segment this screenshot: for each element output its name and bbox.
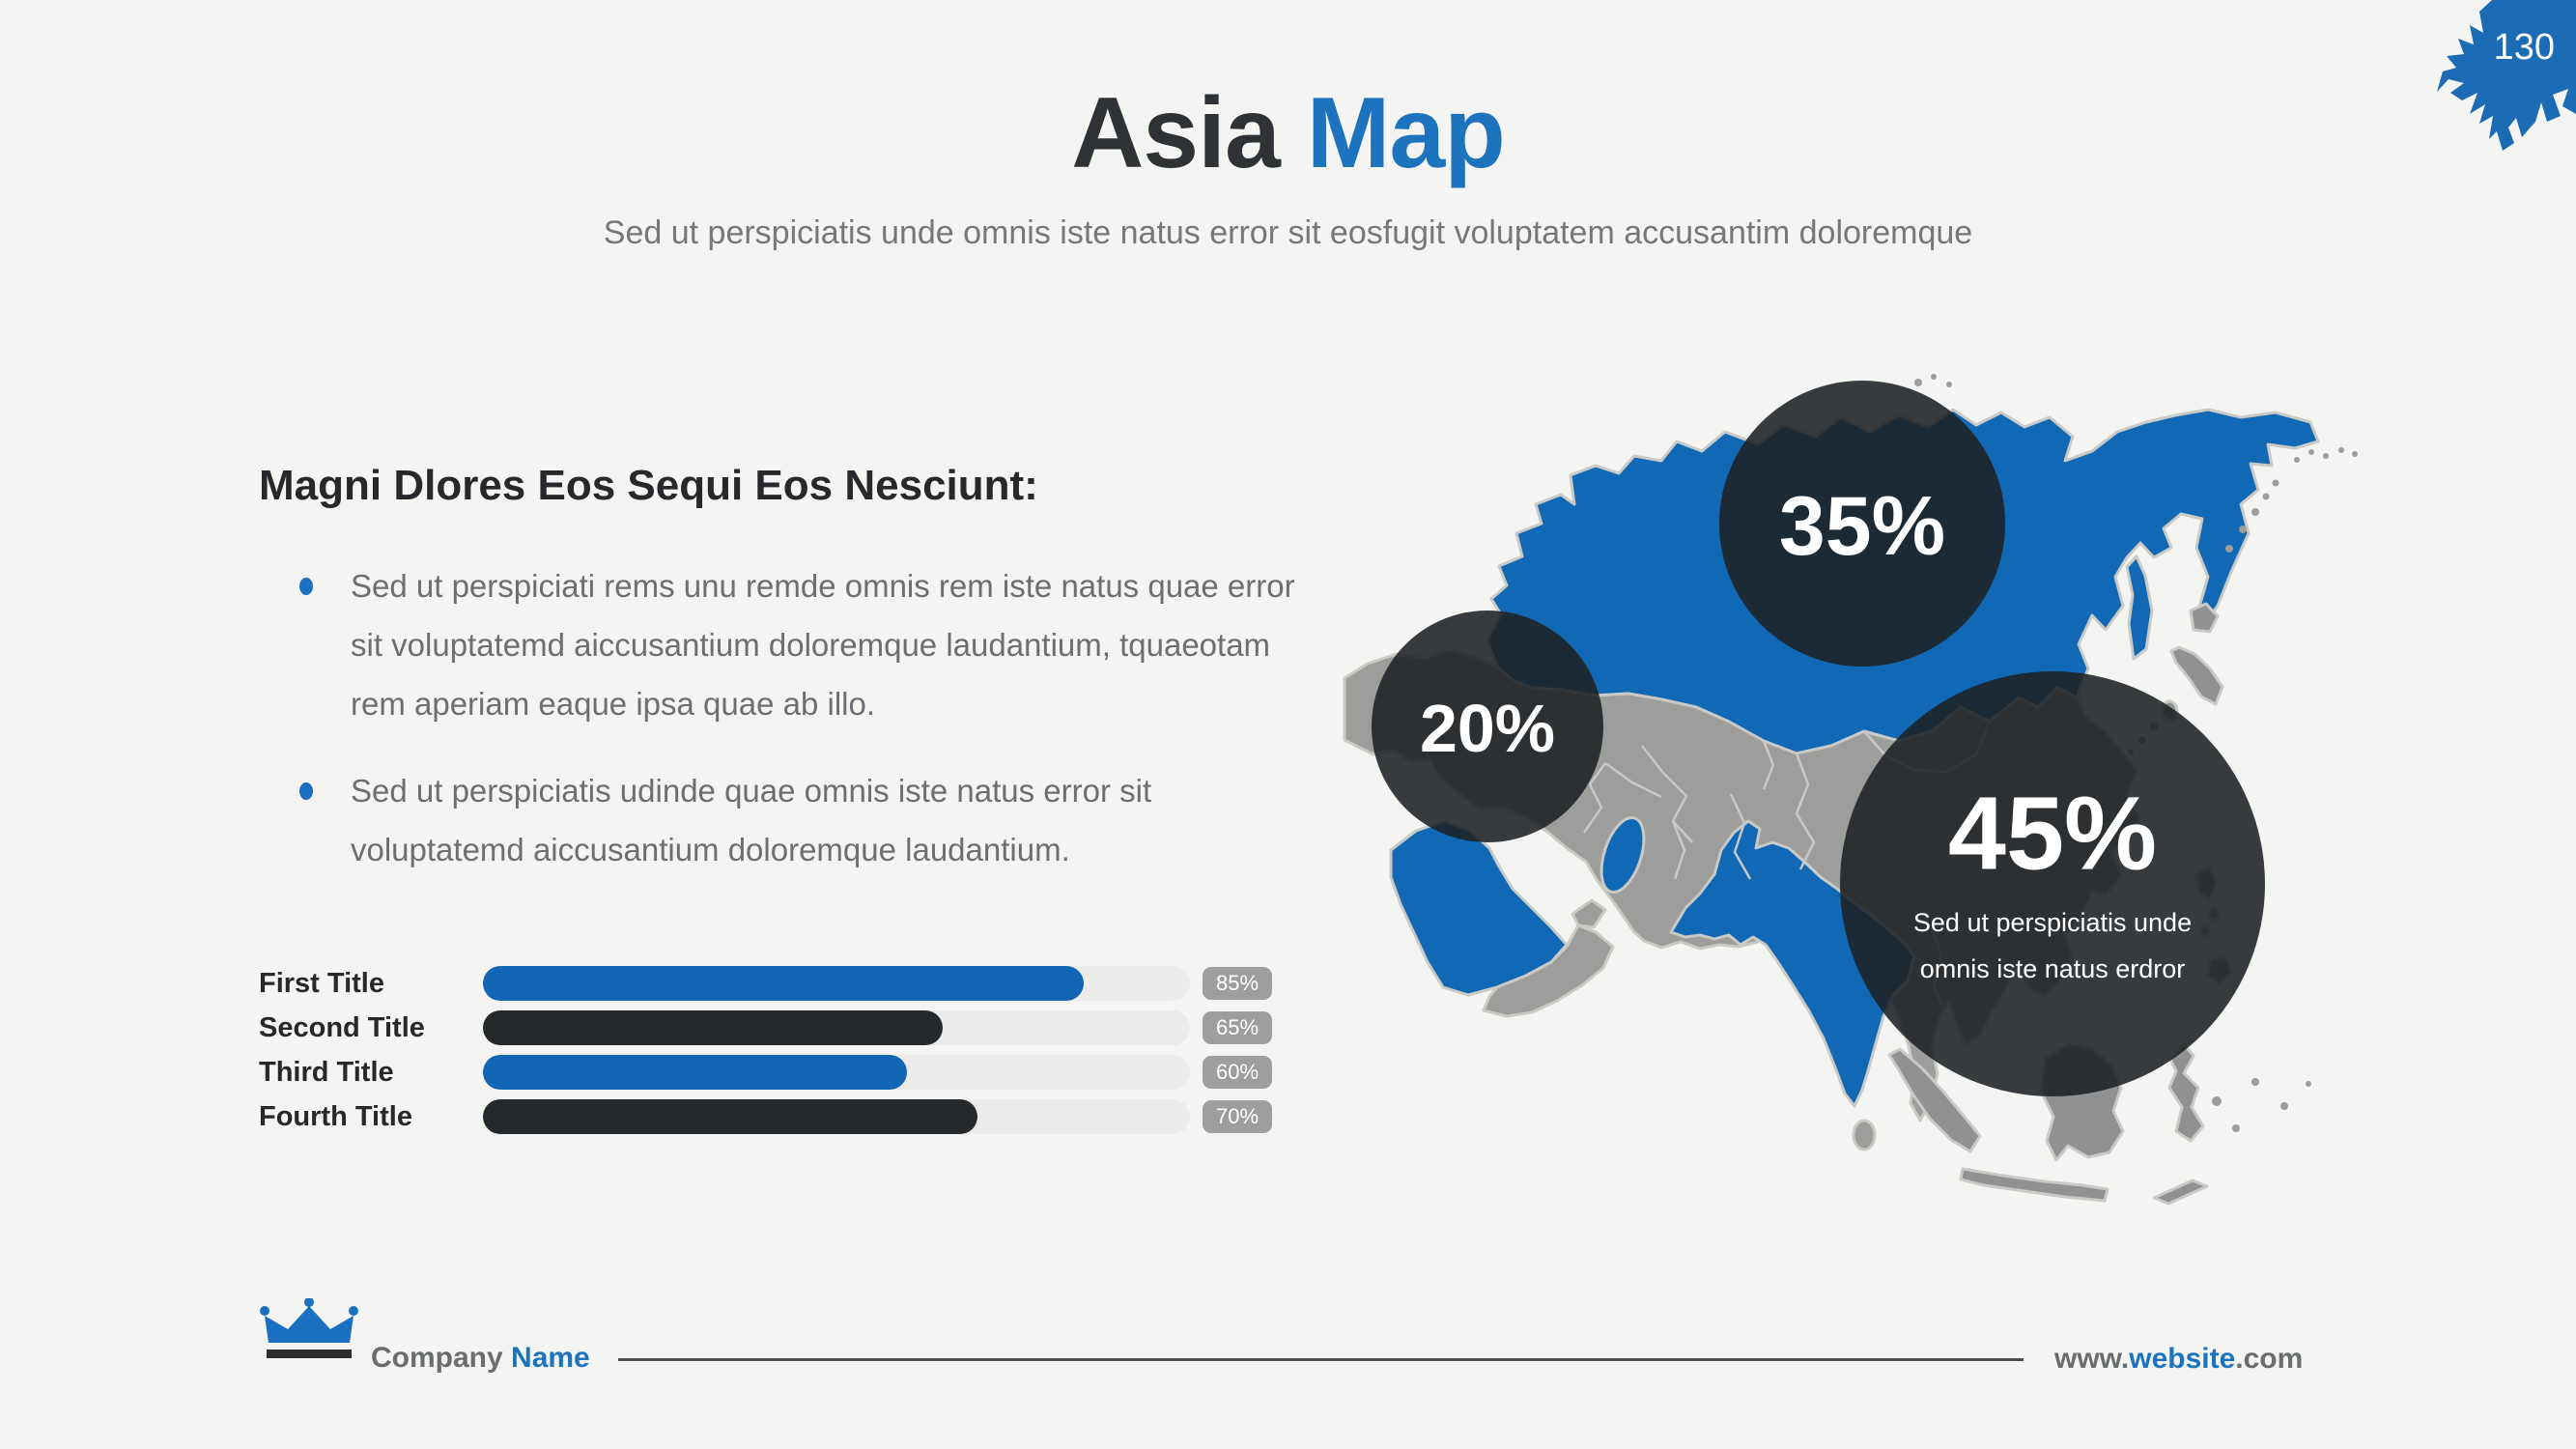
bar-label: Fourth Title [259, 1100, 412, 1132]
url-prefix: www. [2054, 1343, 2130, 1375]
stat-value-20: 20% [1420, 691, 1555, 766]
company-logo [253, 1297, 365, 1368]
footer-divider [618, 1358, 2024, 1361]
bar-track [483, 1055, 1190, 1090]
bar-label: Second Title [259, 1011, 425, 1043]
bar-label: Third Title [259, 1056, 394, 1088]
bar-track [483, 1010, 1190, 1045]
list-item: Sed ut perspiciati rems unu remde omnis … [259, 556, 1297, 733]
company-name-gray: Company [371, 1342, 503, 1374]
bar-track [483, 1099, 1190, 1134]
region-sulawesi [2167, 1042, 2205, 1143]
bar-fill [483, 1010, 943, 1045]
asia-map: 35% 20% 45% Sed ut perspiciatis unde omn… [1343, 367, 2376, 1275]
corner-brush-icon [2421, 0, 2576, 155]
url-accent: website [2129, 1343, 2236, 1375]
region-japan-hokkaido [2189, 602, 2220, 634]
stat-value-35: 35% [1779, 480, 1945, 573]
caspian-sea [1599, 816, 1646, 894]
bullet-list: Sed ut perspiciati rems unu remde omnis … [259, 556, 1297, 907]
region-sri-lanka [1852, 1119, 1877, 1151]
page-title-dark: Asia [1071, 77, 1281, 189]
stat-bubble-45 [1840, 671, 2265, 1096]
region-oman-yemen [1482, 923, 1615, 1018]
url-suffix: .com [2235, 1343, 2304, 1375]
region-java [1959, 1167, 2109, 1203]
region-timor [2152, 1179, 2209, 1206]
section-heading: Magni Dlores Eos Sequi Eos Nesciunt: [259, 462, 1038, 509]
page-subtitle: Sed ut perspiciatis unde omnis iste natu… [603, 214, 1973, 251]
stat-bubble-35 [1719, 381, 2005, 667]
bullet-text: Sed ut perspiciati rems unu remde omnis … [351, 568, 1295, 722]
brush-stroke-icon [2437, 0, 2576, 151]
bar-value-badge: 65% [1203, 1011, 1272, 1044]
stat-caption-line1: Sed ut perspiciatis unde [1913, 908, 2192, 937]
company-name: Company Name [371, 1342, 590, 1375]
list-item: Sed ut perspiciatis udinde quae omnis is… [259, 761, 1297, 879]
bar-row: Fourth Title 70% [259, 1099, 1272, 1134]
website-url: www.website.com [2054, 1343, 2303, 1376]
bar-value-badge: 70% [1203, 1100, 1272, 1133]
region-sumatra [1887, 1047, 1982, 1153]
stat-caption-line2: omnis iste natus erdror [1920, 954, 2186, 983]
region-sakhalin [2125, 554, 2154, 661]
region-uae [1571, 898, 1607, 929]
bar-row: First Title 85% [259, 966, 1272, 1001]
page-number: 130 [2493, 27, 2555, 68]
bar-fill [483, 1055, 908, 1090]
bullet-text: Sed ut perspiciatis udinde quae omnis is… [351, 773, 1152, 867]
stat-value-45: 45% [1948, 775, 2157, 892]
bar-label: First Title [259, 967, 384, 999]
bar-row: Third Title 60% [259, 1055, 1272, 1090]
bar-value-badge: 60% [1203, 1056, 1272, 1089]
company-name-accent: Name [511, 1342, 590, 1374]
bar-track [483, 966, 1190, 1001]
bar-row: Second Title 65% [259, 1010, 1272, 1045]
bar-chart: First Title 85% Second Title 65% Third T… [259, 966, 1272, 1144]
region-japan-honshu [2169, 645, 2224, 706]
bar-fill [483, 1099, 978, 1134]
bullet-icon [299, 578, 313, 595]
crown-icon [260, 1297, 358, 1358]
stat-bubble-20 [1372, 611, 1603, 842]
page-title-accent: Map [1306, 77, 1506, 189]
page-title: Asia Map [0, 80, 2576, 186]
bullet-icon [299, 782, 313, 800]
bar-fill [483, 966, 1085, 1001]
bar-value-badge: 85% [1203, 967, 1272, 1000]
